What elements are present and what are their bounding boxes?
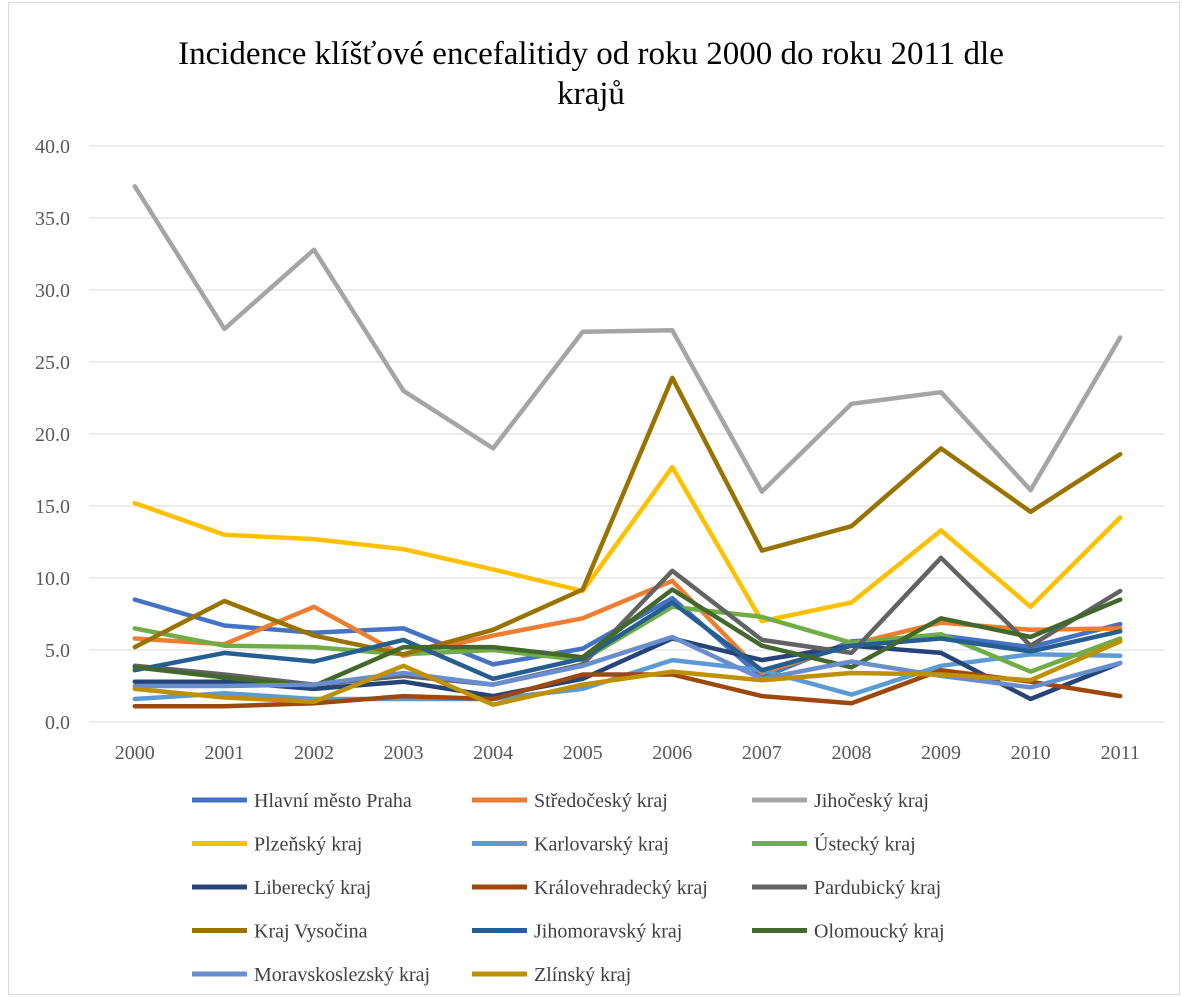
x-tick-label: 2005	[563, 742, 603, 764]
series-line	[132, 595, 1123, 680]
legend-label: Liberecký kraj	[254, 877, 371, 899]
series-lines	[132, 184, 1123, 709]
x-tick-label: 2000	[115, 742, 155, 764]
x-tick-label: 2003	[384, 742, 424, 764]
series-line	[132, 464, 1123, 624]
y-tick-label: 35.0	[35, 208, 70, 230]
legend-label: Moravskoslezský kraj	[254, 964, 430, 986]
series-line	[132, 375, 1123, 657]
x-tick-label: 2007	[742, 742, 782, 764]
x-tick-label: 2009	[921, 742, 961, 764]
legend-label: Olomoucký kraj	[814, 921, 945, 943]
x-tick-label: 2010	[1011, 742, 1051, 764]
legend-label: Královehradecký kraj	[534, 877, 708, 899]
legend-label: Pardubický kraj	[814, 877, 941, 899]
y-tick-label: 20.0	[35, 424, 70, 446]
legend: Hlavní město Praha Středočeský kraj Jihoče…	[192, 790, 945, 986]
legend-label: Hlavní město Praha	[254, 790, 412, 812]
x-tick-label: 2006	[652, 742, 692, 764]
chart-title: Incidence klíšťové encefalitidy od roku …	[60, 34, 1122, 114]
series-line	[132, 667, 1123, 709]
series-line	[132, 634, 1123, 690]
series-line	[132, 636, 1123, 702]
series-line	[132, 184, 1123, 494]
legend-label: Zlínský kraj	[534, 964, 631, 986]
x-tick-label: 2004	[473, 742, 513, 764]
legend-label: Karlovarský kraj	[534, 834, 669, 856]
x-tick-label: 2001	[204, 742, 244, 764]
chart-title-line-2: krajů	[557, 76, 625, 112]
y-tick-label: 10.0	[35, 568, 70, 590]
chart-frame	[8, 2, 1180, 995]
series-line	[132, 600, 1123, 682]
y-tick-label: 15.0	[35, 496, 70, 518]
x-tick-label: 2002	[294, 742, 334, 764]
legend-label: Jihočeský kraj	[814, 790, 929, 812]
legend-label: Plzeňský kraj	[254, 834, 362, 856]
legend-label: Kraj Vysočina	[254, 921, 368, 943]
series-line	[132, 639, 1123, 707]
chart-title-line-1: Incidence klíšťové encefalitidy od roku …	[178, 36, 1004, 72]
x-tick-label: 2008	[831, 742, 871, 764]
x-tick-label: 2011	[1101, 742, 1140, 764]
y-tick-label: 40.0	[35, 136, 70, 158]
y-tick-label: 5.0	[45, 640, 70, 662]
y-axis: 0.0 5.0 10.0 15.0 20.0 25.0 30.0 35.0 40.0	[35, 136, 70, 734]
legend-label: Jihomoravský kraj	[534, 921, 682, 943]
x-axis: 2000 2001 2002 2003 2004 2005 2006 2007 2008 2009…	[90, 721, 1165, 764]
y-tick-label: 0.0	[45, 712, 70, 734]
series-line	[132, 578, 1123, 676]
y-tick-label: 25.0	[35, 352, 70, 374]
legend-label: Ústecký kraj	[814, 832, 916, 856]
legend-label: Středočeský kraj	[534, 790, 668, 812]
y-tick-label: 30.0	[35, 280, 70, 302]
